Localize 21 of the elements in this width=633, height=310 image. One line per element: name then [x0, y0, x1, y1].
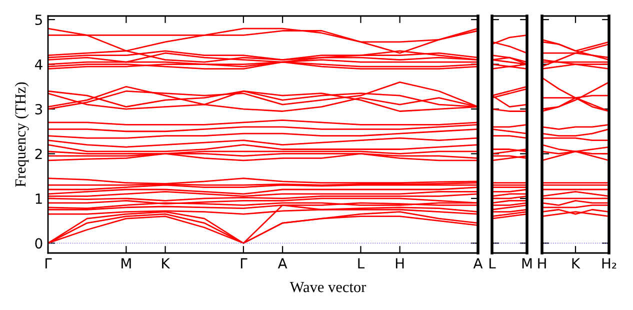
y-tick-label: 2 — [35, 148, 42, 160]
x-tick-label: Γ — [240, 258, 248, 268]
y-tick-label: 1 — [36, 194, 42, 204]
x-tick-label: A — [278, 258, 288, 268]
y-tick-label: 4 — [34, 59, 42, 70]
x-tick-label: M — [522, 258, 532, 268]
y-axis-title: Frequency (THz) — [14, 82, 29, 187]
y-tick-label: 5 — [35, 14, 42, 26]
x-tick-label: Γ — [45, 258, 52, 268]
x-tick-label: H₂ — [602, 258, 616, 268]
x-tick-label: K — [162, 258, 170, 268]
y-tick-label: 3 — [35, 104, 42, 114]
x-tick-label: A — [473, 258, 483, 268]
x-tick-label: K — [572, 258, 580, 268]
x-tick-label: H — [538, 258, 546, 268]
x-axis-title: Wave vector — [290, 282, 366, 292]
x-tick-label: H — [396, 258, 404, 268]
y-tick-label: 0 — [35, 238, 42, 249]
x-tick-label: L — [489, 258, 496, 268]
x-tick-label: L — [358, 258, 365, 268]
x-tick-label: M — [122, 258, 131, 268]
